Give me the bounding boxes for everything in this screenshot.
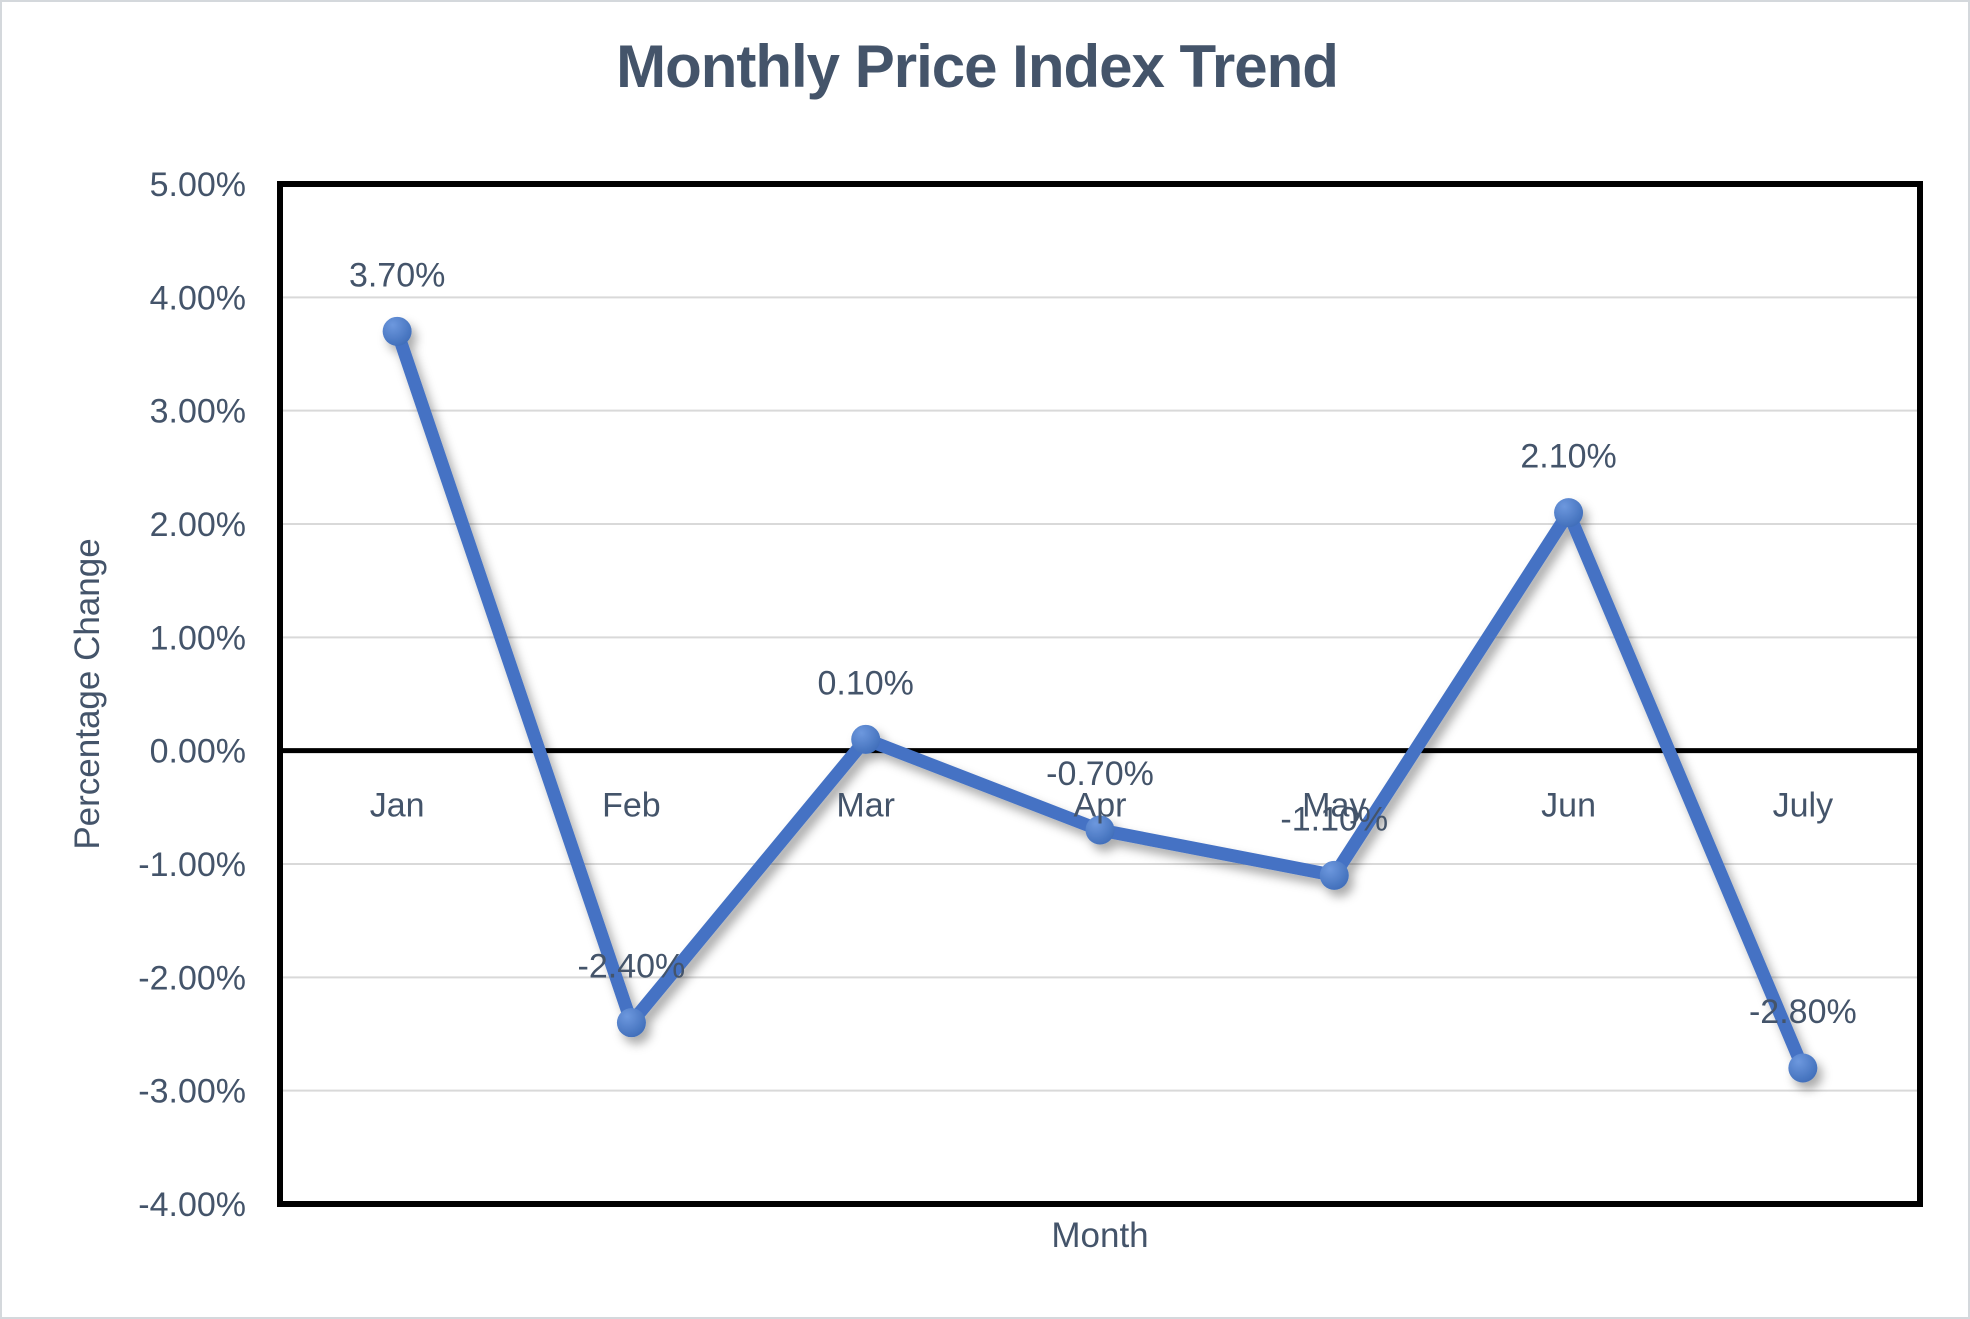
data-point-marker [1788,1053,1818,1083]
x-axis-title: Month [1051,1216,1149,1255]
data-label: 3.70% [349,256,445,294]
data-label: 2.10% [1520,438,1616,476]
chart-title: Monthly Price Index Trend [616,33,1339,100]
data-point-marker [851,724,881,754]
y-tick-label: 5.00% [150,166,246,204]
y-tick-label: 2.00% [150,506,246,544]
y-tick-label: -1.00% [138,846,246,884]
y-tick-label: 0.00% [150,733,246,771]
x-category-label: Apr [1074,787,1127,825]
x-category-label: Feb [602,787,661,825]
data-label: -2.80% [1749,993,1857,1031]
y-tick-label: 4.00% [150,279,246,317]
data-point-marker [1319,860,1349,890]
y-tick-label: -3.00% [138,1073,246,1111]
y-tick-label: -4.00% [138,1186,246,1224]
data-label: 0.10% [818,664,914,702]
data-label: -1.10% [1280,800,1388,838]
x-category-label: Jan [370,787,425,825]
data-label: -0.70% [1046,755,1154,793]
data-point-marker [382,316,412,346]
data-point-marker [1085,815,1115,845]
y-tick-label: 1.00% [150,619,246,657]
y-tick-label: -2.00% [138,959,246,997]
x-category-label: July [1773,787,1833,825]
x-category-label: Jun [1541,787,1596,825]
plot-border [277,181,1923,1207]
x-category-label: Mar [836,787,895,825]
y-tick-label: 3.00% [150,393,246,431]
data-point-marker [1554,498,1584,528]
data-label: -2.40% [578,948,686,986]
data-point-marker [616,1008,646,1038]
x-category-label: May [1302,787,1366,825]
series-group [382,316,1818,1083]
